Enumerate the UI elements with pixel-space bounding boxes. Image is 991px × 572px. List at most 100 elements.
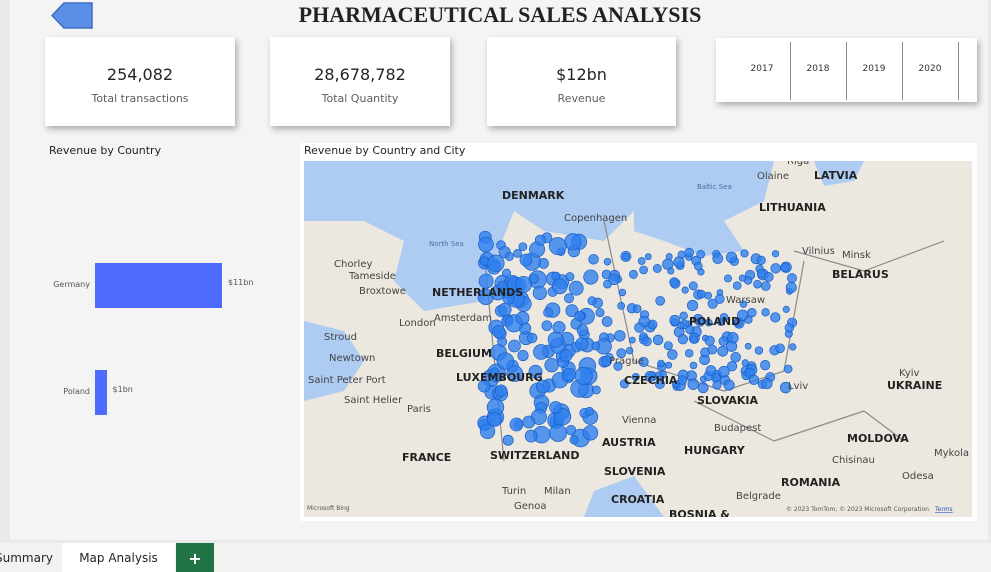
city-bubble <box>677 334 689 345</box>
city-bubble <box>639 265 648 275</box>
country-label: POLAND <box>689 315 740 328</box>
city-bubble <box>477 379 491 393</box>
city-bubble <box>622 253 630 260</box>
city-bubble <box>565 272 575 282</box>
city-bubble <box>705 365 717 377</box>
city-bubble <box>617 302 625 310</box>
city-bubble <box>574 310 585 322</box>
city-bubble <box>565 424 577 436</box>
city-bubble <box>601 316 613 327</box>
city-label: Copenhagen <box>564 213 627 224</box>
city-bubble <box>688 281 698 291</box>
city-bubble <box>785 282 797 293</box>
city-bubble <box>732 281 742 290</box>
country-label: CZECHIA <box>624 374 678 387</box>
city-bubble <box>717 345 729 357</box>
city-label: Saint Helier <box>344 395 403 406</box>
city-bubble <box>534 234 546 246</box>
city-label: Chorley <box>334 259 372 270</box>
city-bubble <box>681 286 689 294</box>
add-page-button[interactable]: + <box>176 543 214 572</box>
city-bubble <box>562 367 576 382</box>
city-bubble <box>754 346 764 355</box>
country-label: FRANCE <box>402 451 451 464</box>
city-bubble <box>771 250 780 258</box>
city-bubble <box>689 361 698 370</box>
city-bubble <box>697 382 709 394</box>
city-bubble <box>526 332 538 344</box>
city-label: Tameside <box>348 271 396 282</box>
year-slicer: 2017 2018 2019 2020 <box>716 38 977 102</box>
kpi-card: 28,678,782 Total Quantity <box>270 37 450 126</box>
country-label: MOLDOVA <box>847 432 909 445</box>
city-label: Saint Peter Port <box>308 375 386 386</box>
city-bubble <box>761 378 773 390</box>
city-label: London <box>399 318 436 329</box>
city-bubble <box>522 415 536 429</box>
page-tab-active[interactable]: Map Analysis <box>62 543 175 572</box>
city-bubble <box>783 364 793 374</box>
city-bubble <box>685 325 695 335</box>
slicer-item[interactable]: 2018 <box>806 64 830 74</box>
city-bubble <box>585 406 594 416</box>
city-bubble <box>695 317 705 327</box>
border <box>793 250 865 272</box>
border <box>863 410 905 442</box>
city-bubble <box>614 330 626 342</box>
city-bubble <box>726 361 738 372</box>
city-bubble <box>543 307 554 318</box>
city-label: Paris <box>407 404 431 415</box>
border <box>783 260 805 372</box>
page-tab[interactable]: Summary <box>0 551 53 565</box>
terms-link[interactable]: Terms <box>934 506 953 513</box>
city-label: Olaine <box>757 171 789 182</box>
city-bubble <box>667 349 678 360</box>
city-bubble <box>663 341 673 351</box>
city-bubble <box>506 365 524 383</box>
city-label: Minsk <box>842 250 871 261</box>
city-bubble <box>600 355 612 367</box>
city-bubble <box>478 273 494 289</box>
category-label: Poland <box>63 386 90 396</box>
visual-title: Revenue by Country <box>49 144 162 157</box>
slicer-item[interactable]: 2019 <box>862 64 886 74</box>
city-bubble <box>714 294 725 304</box>
city-bubble <box>704 318 713 327</box>
city-bubble <box>628 336 636 344</box>
city-bubble <box>508 339 521 353</box>
city-label: Kyiv <box>899 368 920 379</box>
city-bubble <box>541 320 553 332</box>
slicer-item[interactable]: 2020 <box>918 64 942 74</box>
city-bubble <box>726 340 738 352</box>
city-bubble <box>549 423 567 442</box>
city-label: Chisinau <box>832 455 875 466</box>
back-button[interactable] <box>50 2 94 30</box>
city-bubble <box>502 434 514 446</box>
city-bubble <box>689 335 698 344</box>
city-bubble <box>595 308 605 318</box>
city-bubble <box>631 372 640 381</box>
city-bubble <box>770 263 781 274</box>
city-bubble <box>616 348 627 359</box>
city-bubble <box>753 279 762 289</box>
city-bubble <box>696 249 706 259</box>
city-bubble <box>723 379 735 391</box>
city-bubble <box>725 251 738 263</box>
sea-label: Baltic Sea <box>697 183 732 191</box>
data-label: $1bn <box>112 384 133 394</box>
city-bubble <box>487 254 505 272</box>
city-bubble <box>547 331 564 348</box>
city-label: Budapest <box>714 423 761 434</box>
country-label: AUSTRIA <box>602 436 656 449</box>
city-bubble <box>634 322 645 333</box>
slicer-item[interactable]: 2017 <box>750 64 774 74</box>
city-bubble <box>603 258 612 266</box>
city-bubble <box>518 242 528 252</box>
city-bubble <box>495 384 508 397</box>
report-title: PHARMACEUTICAL SALES ANALYSIS <box>298 2 702 27</box>
map[interactable]: DENMARK NETHERLANDS BELGIUM LUXEMBOURG FRANC… <box>304 161 972 517</box>
city-bubble <box>519 253 533 267</box>
country-label: LITHUANIA <box>759 201 826 214</box>
city-bubble <box>770 312 781 323</box>
city-bubble <box>744 342 752 350</box>
